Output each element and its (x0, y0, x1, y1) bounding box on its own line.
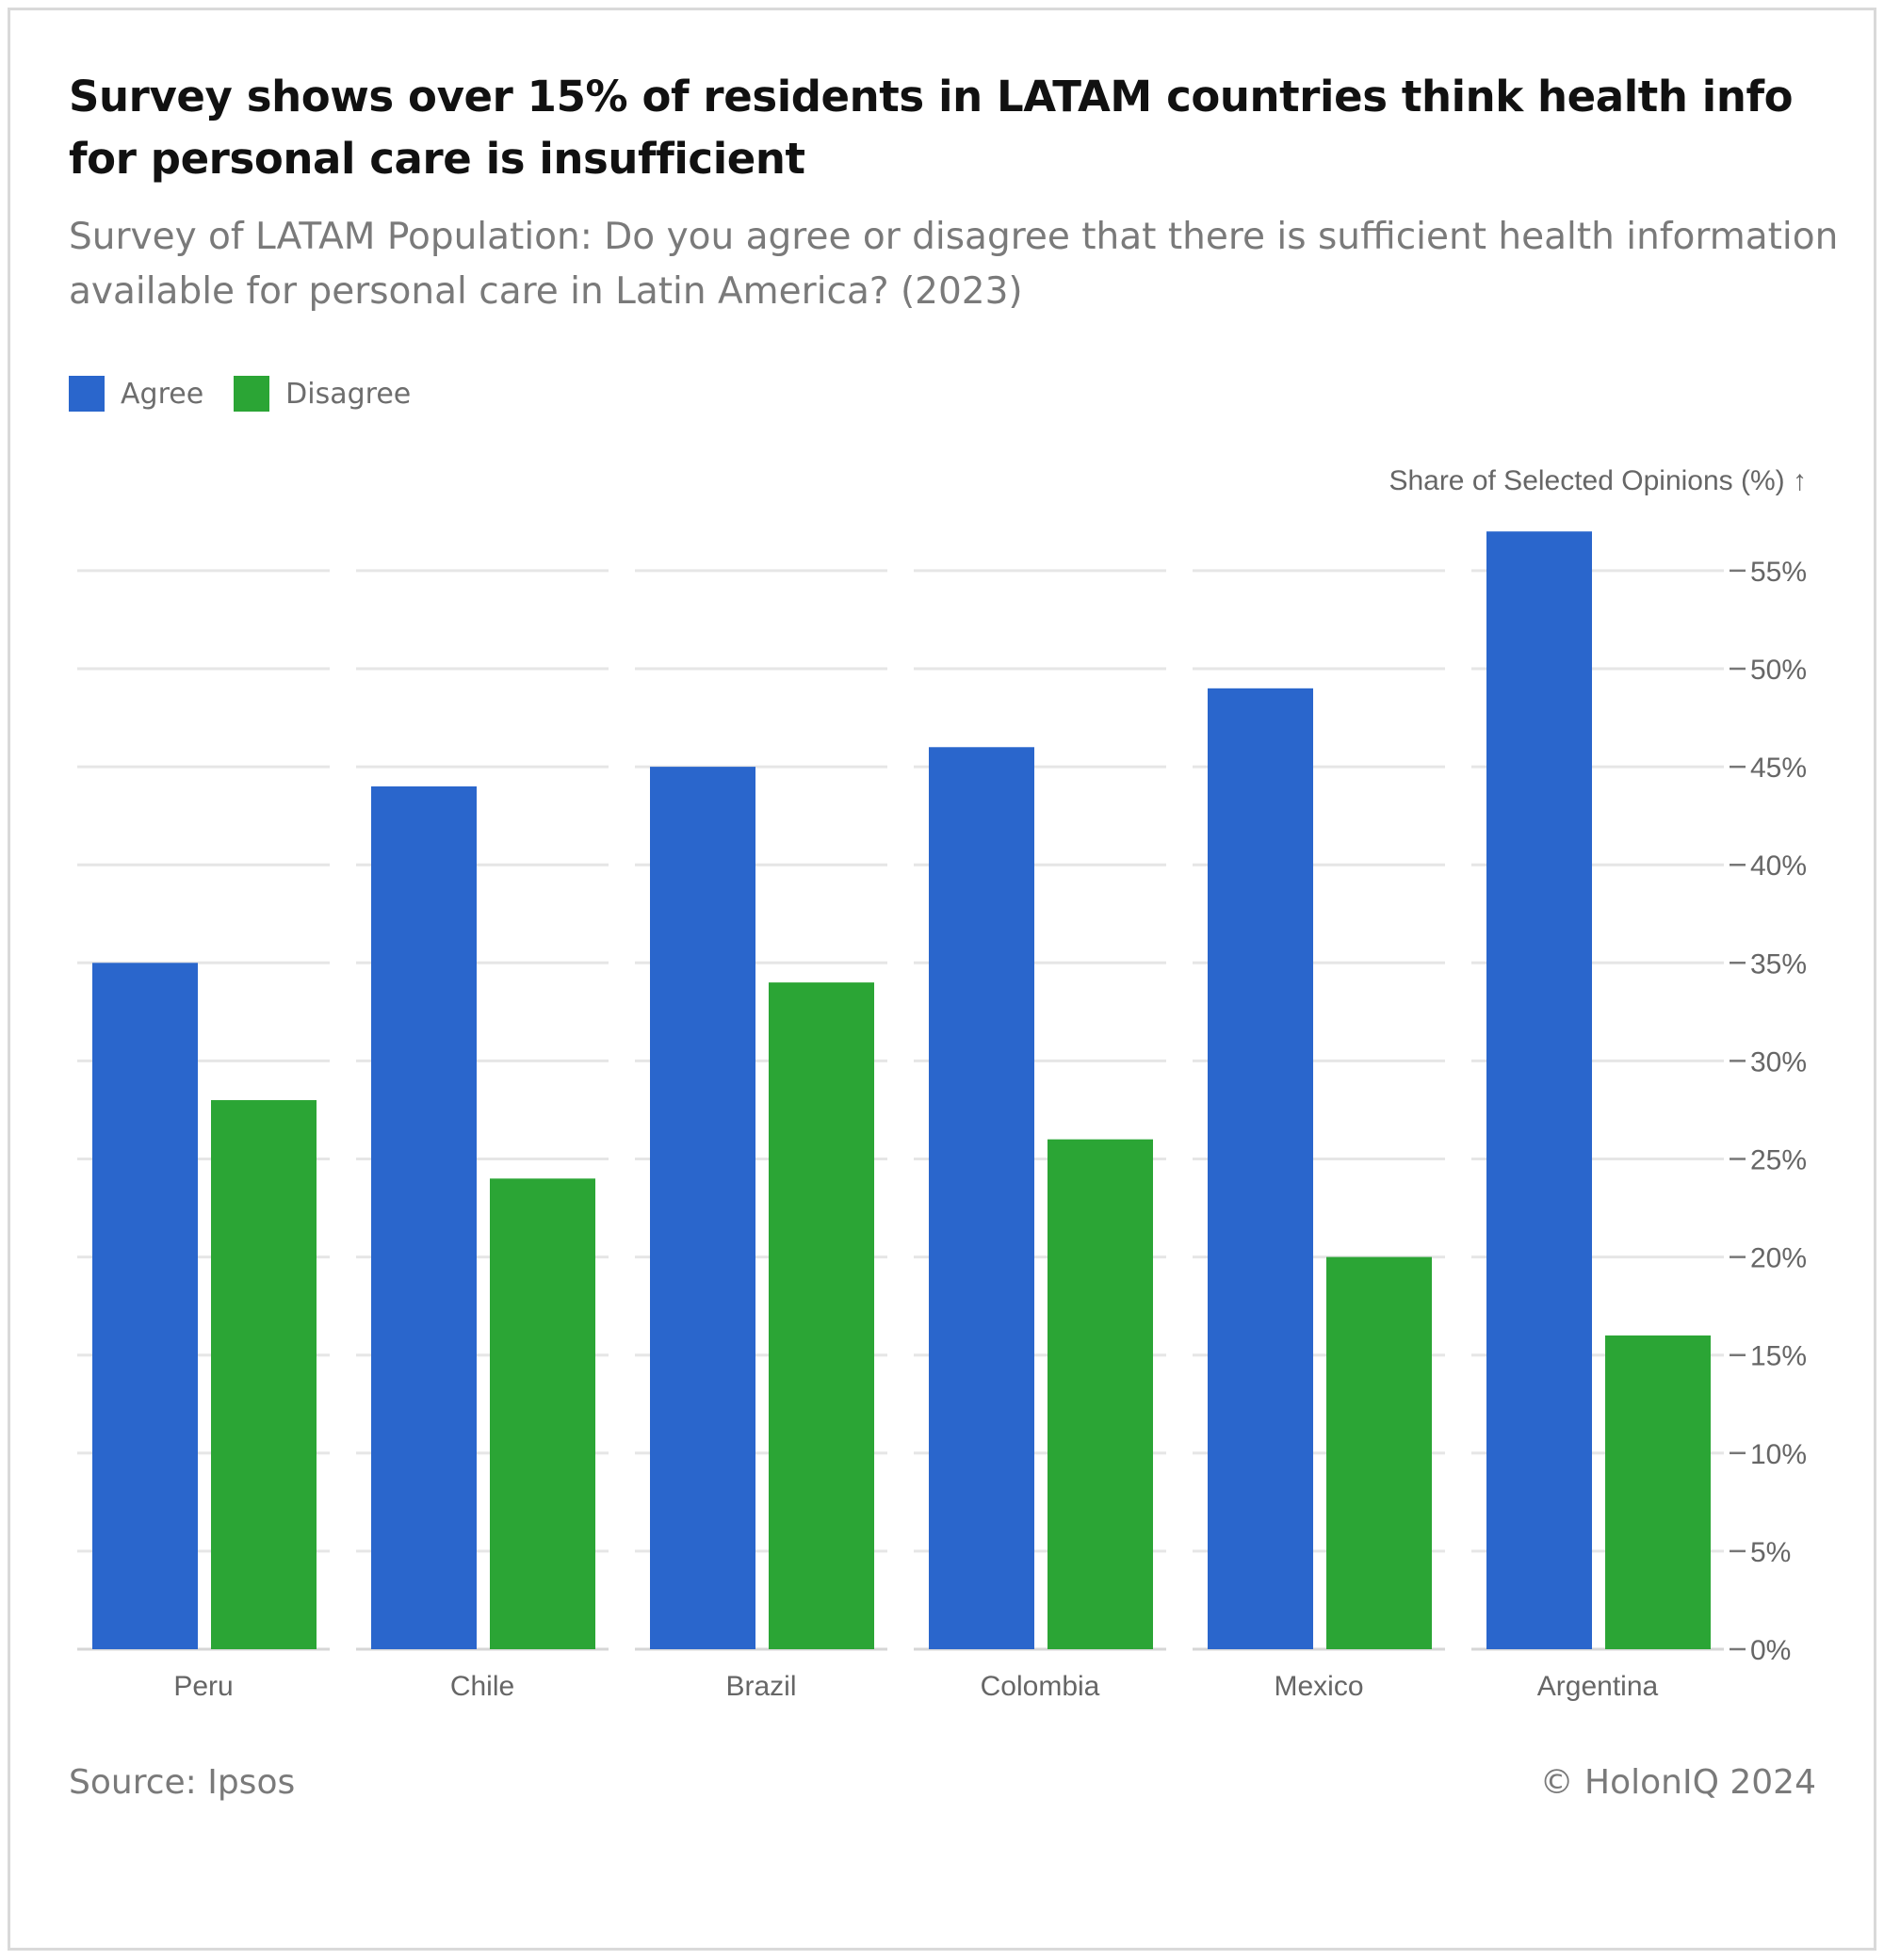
bar-agree-brazil (650, 767, 755, 1649)
y-axis: 0% 5% 10% 15% 20% 25% 30% 35% 40% 45% 50% 55% Share … (1389, 465, 1807, 1666)
chart-subtitle: Survey of LATAM Population: Do you agree… (69, 216, 1839, 313)
y-axis-title: Share of Selected Opinions (%) ↑ (1389, 465, 1807, 496)
bar-disagree-mexico (1326, 1256, 1432, 1649)
bar-agree-colombia (929, 747, 1034, 1649)
y-tick-label: 10% (1750, 1439, 1807, 1470)
bar-agree-peru (92, 963, 198, 1649)
bar-disagree-brazil (769, 982, 874, 1649)
bars (92, 531, 1711, 1649)
source-note: Source: Ipsos (69, 1763, 296, 1802)
bar-chart: 0% 5% 10% 15% 20% 25% 30% 35% 40% 45% 50% 55% Share … (77, 465, 1807, 1702)
y-tick-label: 45% (1750, 753, 1807, 784)
legend: Agree Disagree (69, 375, 441, 413)
bar-disagree-argentina (1605, 1335, 1711, 1649)
legend-swatch-disagree (234, 376, 270, 412)
legend-item-disagree: Disagree (234, 376, 411, 412)
bar-disagree-peru (211, 1100, 317, 1649)
copyright-note: © HolonIQ 2024 (1539, 1763, 1816, 1802)
y-tick-label: 5% (1750, 1537, 1791, 1568)
y-tick-label: 25% (1750, 1145, 1807, 1176)
bar-agree-mexico (1208, 688, 1313, 1649)
chart-title: Survey shows over 15% of residents in LA… (69, 72, 1794, 184)
x-tick-label: Argentina (1537, 1671, 1659, 1702)
bar-disagree-chile (490, 1178, 595, 1649)
x-tick-label: Mexico (1274, 1671, 1363, 1702)
bar-agree-argentina (1486, 531, 1592, 1649)
gridlines (77, 569, 1724, 1651)
legend-label-disagree: Disagree (285, 377, 412, 411)
y-tick-label: 55% (1750, 557, 1807, 588)
legend-swatch-agree (69, 376, 105, 412)
y-tick-label: 50% (1750, 655, 1807, 686)
bar-disagree-colombia (1048, 1139, 1153, 1649)
y-tick-label: 35% (1750, 948, 1807, 980)
y-tick-label: 30% (1750, 1046, 1807, 1077)
legend-item-agree: Agree (69, 376, 203, 412)
legend-label-agree: Agree (121, 377, 204, 411)
bar-agree-chile (371, 786, 477, 1649)
y-tick-label: 20% (1750, 1243, 1807, 1274)
y-tick-label: 15% (1750, 1341, 1807, 1372)
y-tick-label: 40% (1750, 850, 1807, 882)
x-axis: Peru Chile Brazil Colombia Mexico Argentina (173, 1671, 1658, 1702)
x-tick-label: Brazil (725, 1671, 796, 1702)
y-tick-label: 0% (1750, 1635, 1791, 1666)
x-tick-label: Colombia (981, 1671, 1100, 1702)
x-tick-label: Peru (173, 1671, 233, 1702)
x-tick-label: Chile (450, 1671, 514, 1702)
